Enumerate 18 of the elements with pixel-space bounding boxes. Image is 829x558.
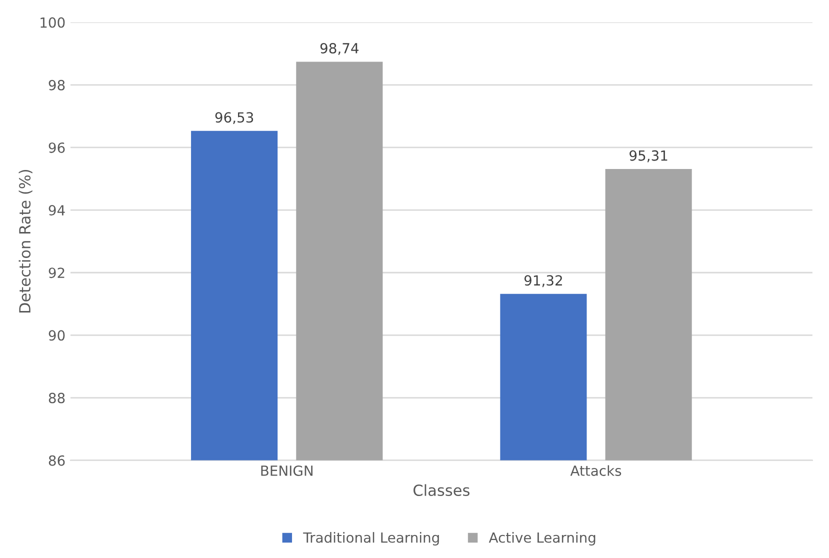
y-tick-label: 100 [40, 17, 65, 28]
x-axis-title: Classes [414, 484, 470, 496]
x-tick-label: Attacks [570, 465, 622, 476]
y-tick-label: 86 [48, 455, 65, 466]
data-label: 95,31 [630, 150, 668, 162]
data-label: 91,32 [524, 275, 562, 288]
legend-label: Traditional Learning [303, 532, 439, 546]
data-label: 96,53 [215, 112, 254, 124]
y-tick-label: 98 [48, 80, 65, 90]
y-tick-label: 92 [48, 268, 64, 278]
y-tick-label: 88 [48, 392, 65, 404]
y-tick-label: 94 [48, 205, 65, 216]
y-tick-label: 90 [48, 330, 65, 341]
x-tick-label: BENIGN [261, 465, 312, 476]
legend-label: Active Learning [488, 532, 596, 546]
y-axis-title: Detection Rate (%) [18, 170, 32, 313]
y-tick-label: 96 [48, 142, 65, 153]
data-label: 98,74 [320, 42, 359, 55]
